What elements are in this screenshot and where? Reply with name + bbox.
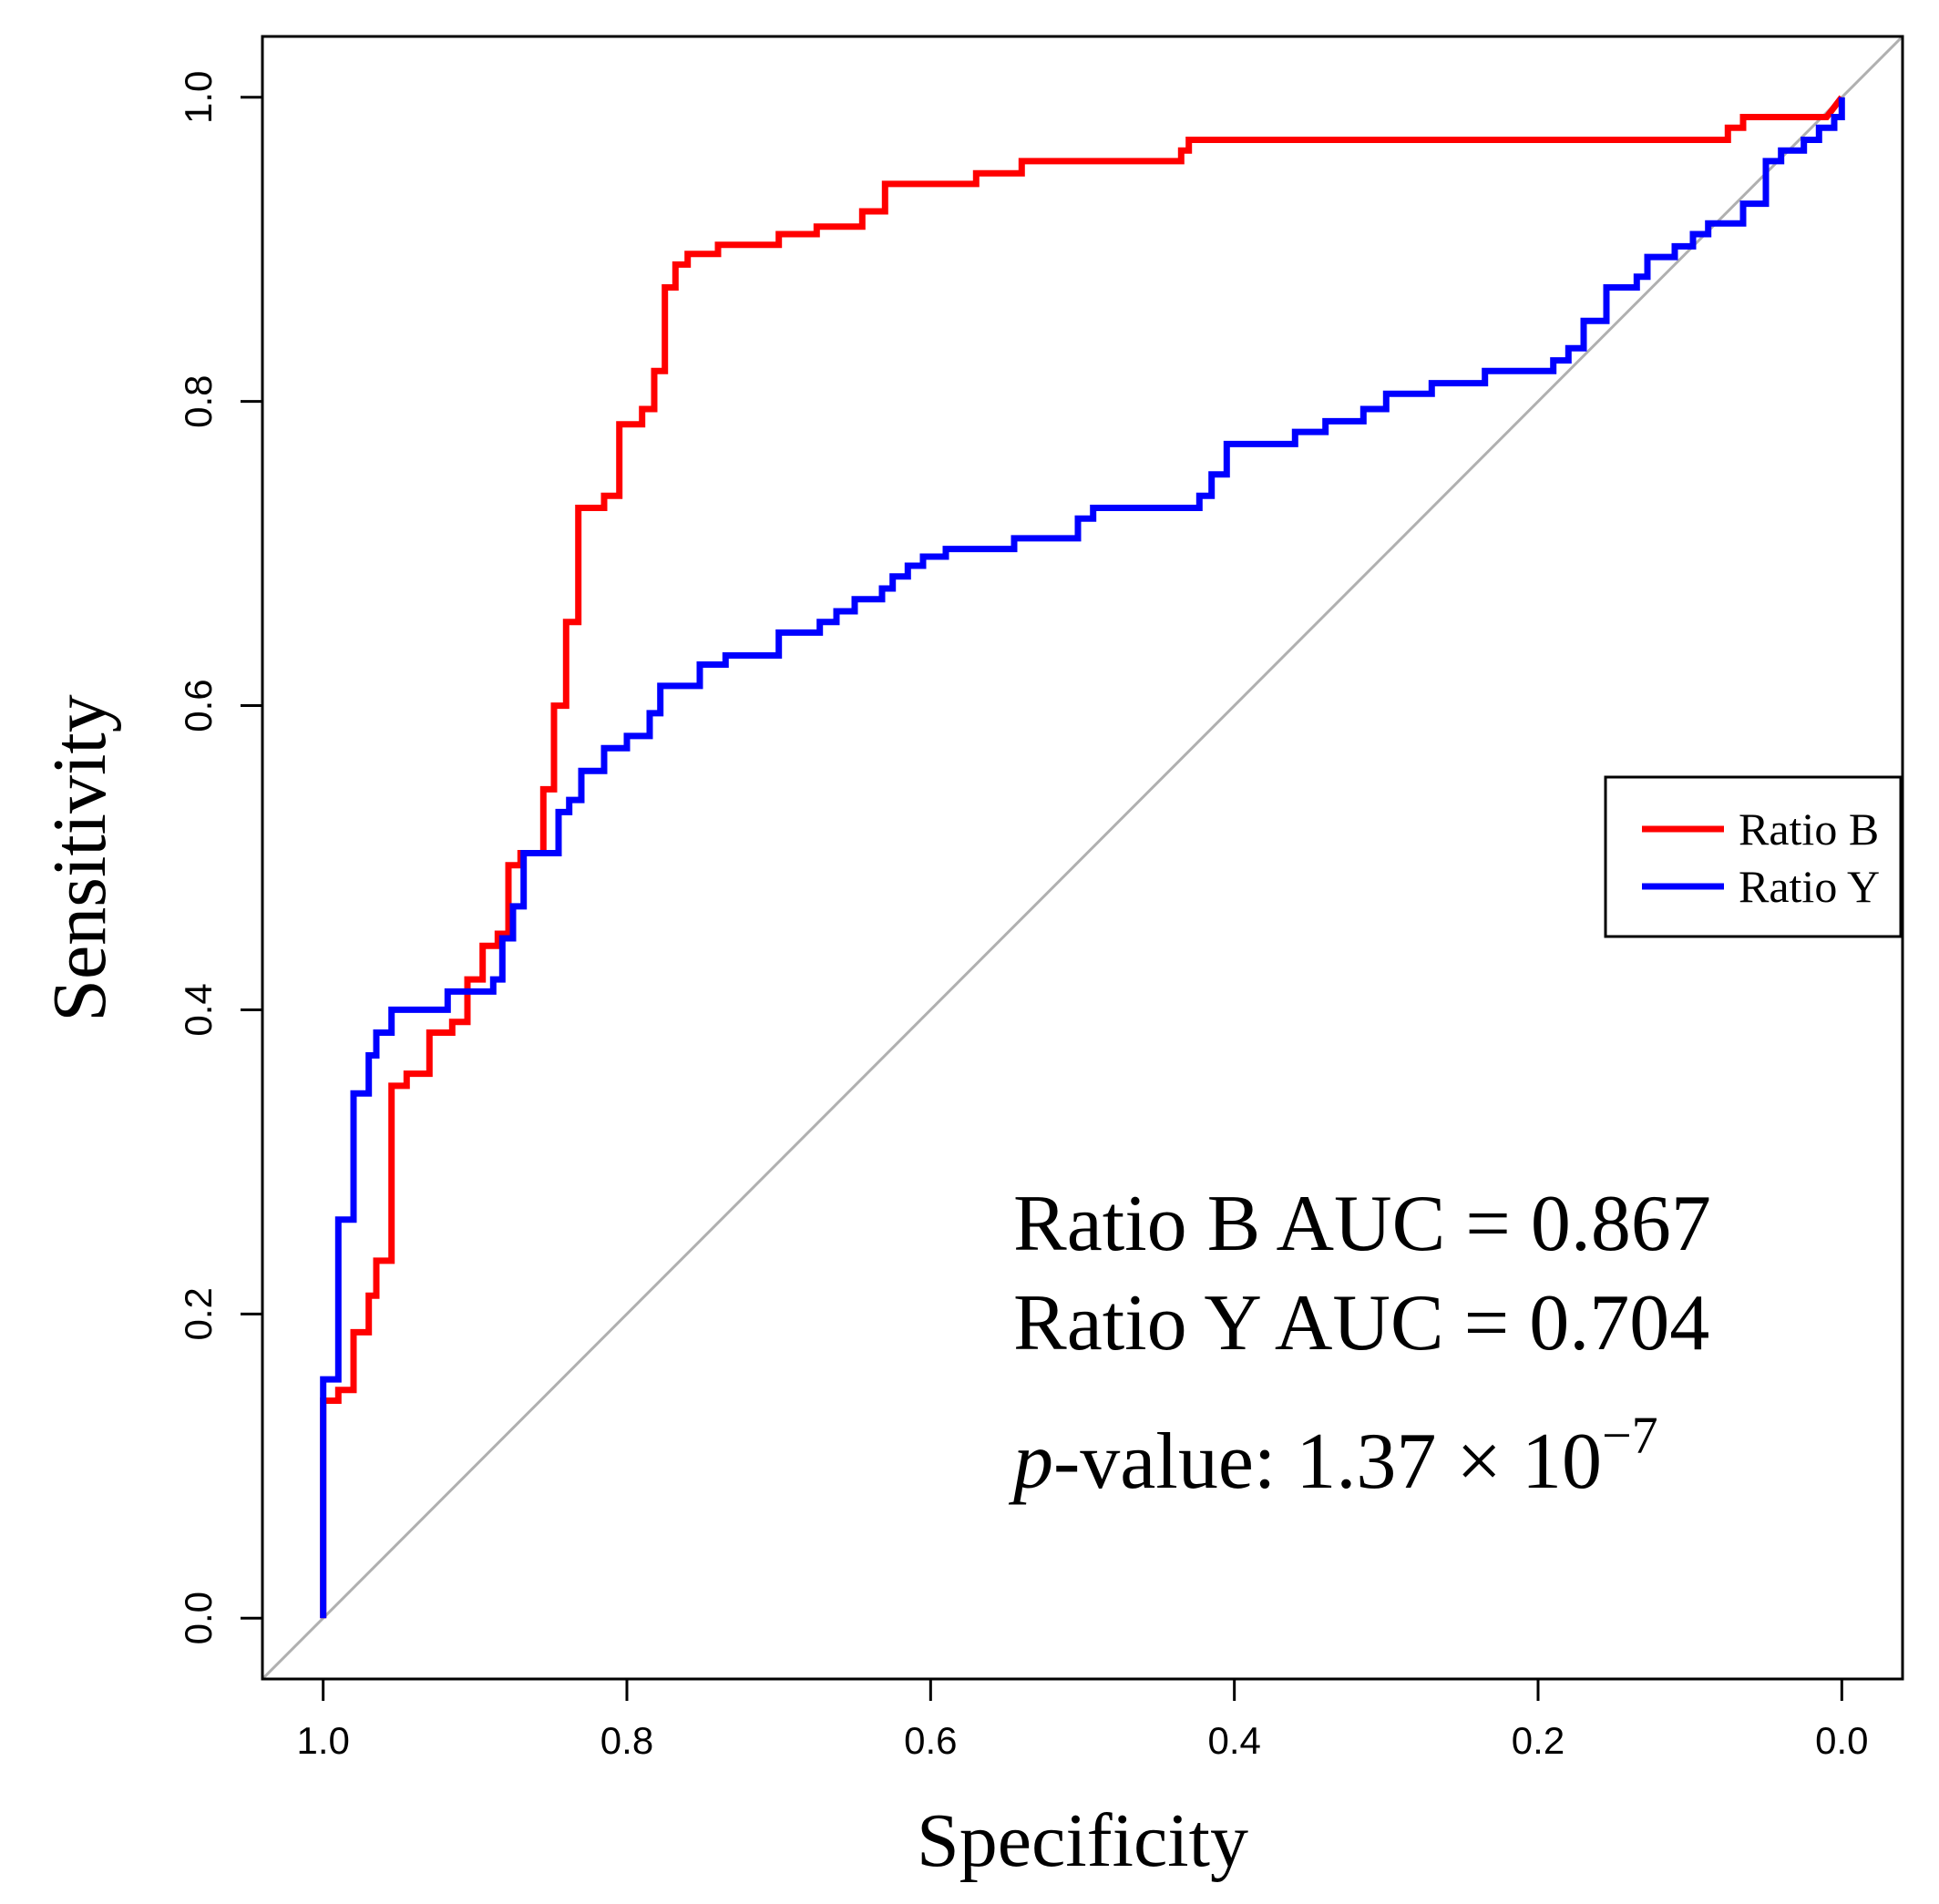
- series-layer: [320, 95, 1845, 1619]
- reference-diagonal-line: [262, 36, 1903, 1679]
- y-axis: 0.0 0.2 0.4 0.6 0.8 1.0: [177, 71, 262, 1644]
- x-tick-label: 1.0: [296, 1719, 349, 1762]
- x-tick-label: 0.8: [600, 1719, 653, 1762]
- y-tick-label: 1.0: [177, 71, 220, 124]
- x-tick-label: 0.6: [904, 1719, 957, 1762]
- annotation-ratio-b-auc: Ratio B AUC = 0.867: [1013, 1180, 1711, 1268]
- legend-box: [1604, 775, 1903, 938]
- x-tick-label: 0.0: [1815, 1719, 1868, 1762]
- x-axis: 1.0 0.8 0.6 0.4 0.2 0.0: [296, 1677, 1869, 1762]
- p-value-prefix: p: [1008, 1418, 1053, 1506]
- y-tick-label: 0.6: [177, 679, 220, 732]
- x-tick-label: 0.2: [1512, 1719, 1565, 1762]
- legend-label-ratio-y: Ratio Y: [1739, 861, 1880, 912]
- y-tick-label: 0.0: [177, 1592, 220, 1644]
- legend: Ratio B Ratio Y: [1604, 775, 1903, 938]
- annotation-p-value: p-value: 1.37 × 10−7: [1008, 1406, 1658, 1506]
- series-line-ratio-y: [320, 97, 1845, 1619]
- y-axis-title: Sensitivity: [37, 694, 122, 1021]
- annotation-ratio-y-auc: Ratio Y AUC = 0.704: [1013, 1279, 1709, 1367]
- p-value-middle: -value: 1.37 × 10: [1053, 1418, 1602, 1506]
- series-line-ratio-b: [320, 95, 1845, 1619]
- x-tick-label: 0.4: [1207, 1719, 1260, 1762]
- legend-label-ratio-b: Ratio B: [1739, 804, 1879, 855]
- p-value-exponent: −7: [1602, 1406, 1658, 1465]
- y-tick-label: 0.2: [177, 1287, 220, 1340]
- y-tick-label: 0.8: [177, 374, 220, 427]
- y-tick-label: 0.4: [177, 983, 220, 1036]
- x-axis-title: Specificity: [917, 1798, 1248, 1883]
